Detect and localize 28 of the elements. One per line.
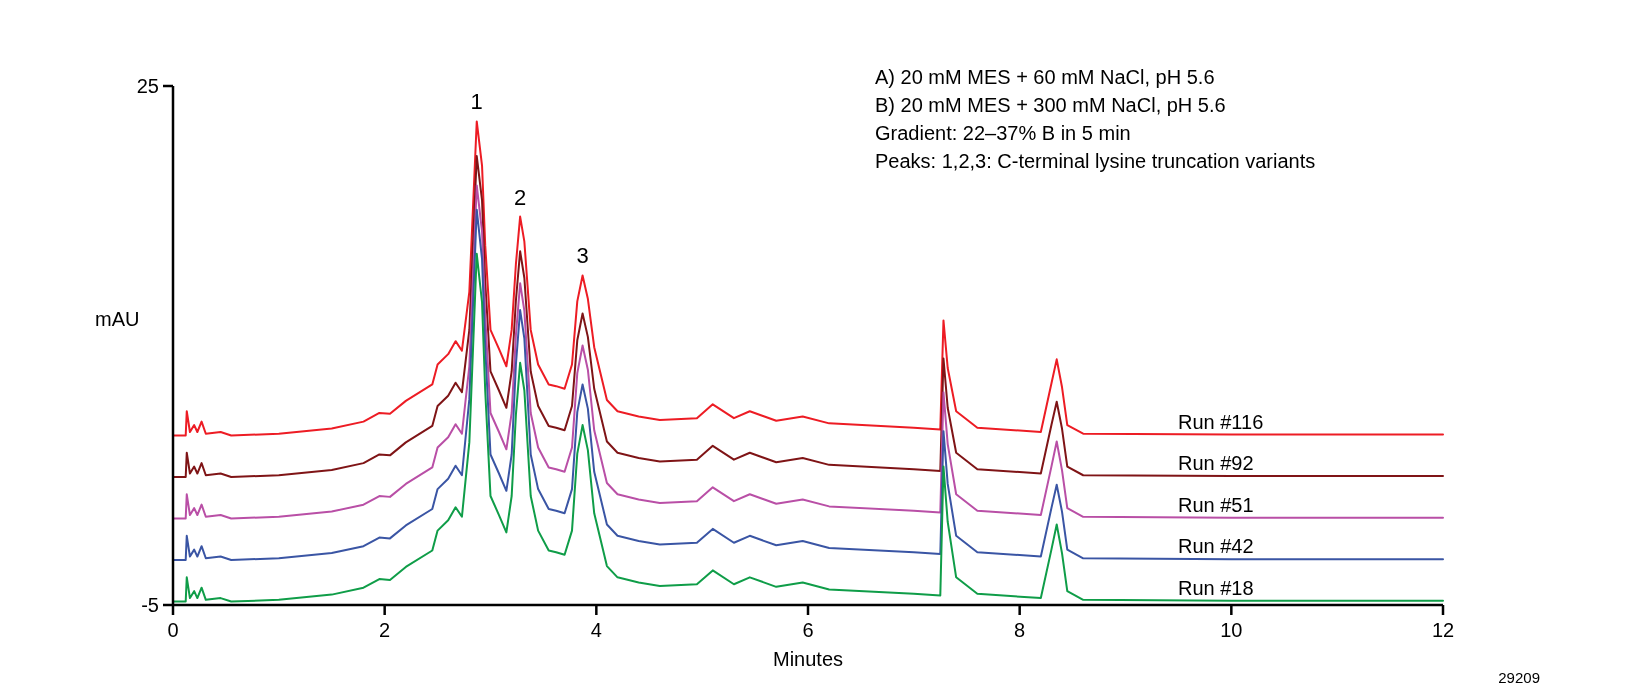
x-tick-label: 0 (167, 619, 179, 641)
y-tick-label: -5 (141, 594, 159, 616)
line-series (172, 208, 1444, 562)
y-tick-label: 25 (136, 75, 159, 97)
line-series (172, 184, 1444, 520)
annotation: B) 20 mM MES + 300 mM NaCl, pH 5.6 (875, 94, 1226, 116)
series-label: Run #92 (1178, 452, 1254, 475)
x-tick-label: 4 (590, 619, 602, 641)
series-label: Run #116 (1178, 410, 1264, 433)
line-series (172, 155, 1444, 478)
x-tick-label: 2 (379, 619, 391, 641)
series-label: Run #42 (1178, 535, 1254, 558)
annotation: 2 (514, 184, 527, 210)
y-axis-title: mAU (95, 307, 140, 330)
line-series (172, 120, 1444, 437)
annotation: 1 (470, 89, 483, 115)
x-tick-label: 6 (802, 619, 814, 641)
annotation: 3 (576, 243, 589, 269)
series-label: Run #18 (1178, 576, 1254, 599)
x-tick-label: 10 (1220, 619, 1243, 641)
x-tick-label: 12 (1431, 619, 1455, 641)
annotation: Peaks: 1,2,3: C-terminal lysine truncation variants (875, 150, 1316, 172)
annotation: Gradient: 22–37% B in 5 min (875, 122, 1131, 144)
text: 29209 (1498, 669, 1540, 686)
series-label: Run #51 (1178, 493, 1254, 516)
annotation: A) 20 mM MES + 60 mM NaCl, pH 5.6 (875, 66, 1215, 88)
x-tick-label: 8 (1014, 619, 1026, 641)
x-axis-title: Minutes (772, 648, 844, 670)
